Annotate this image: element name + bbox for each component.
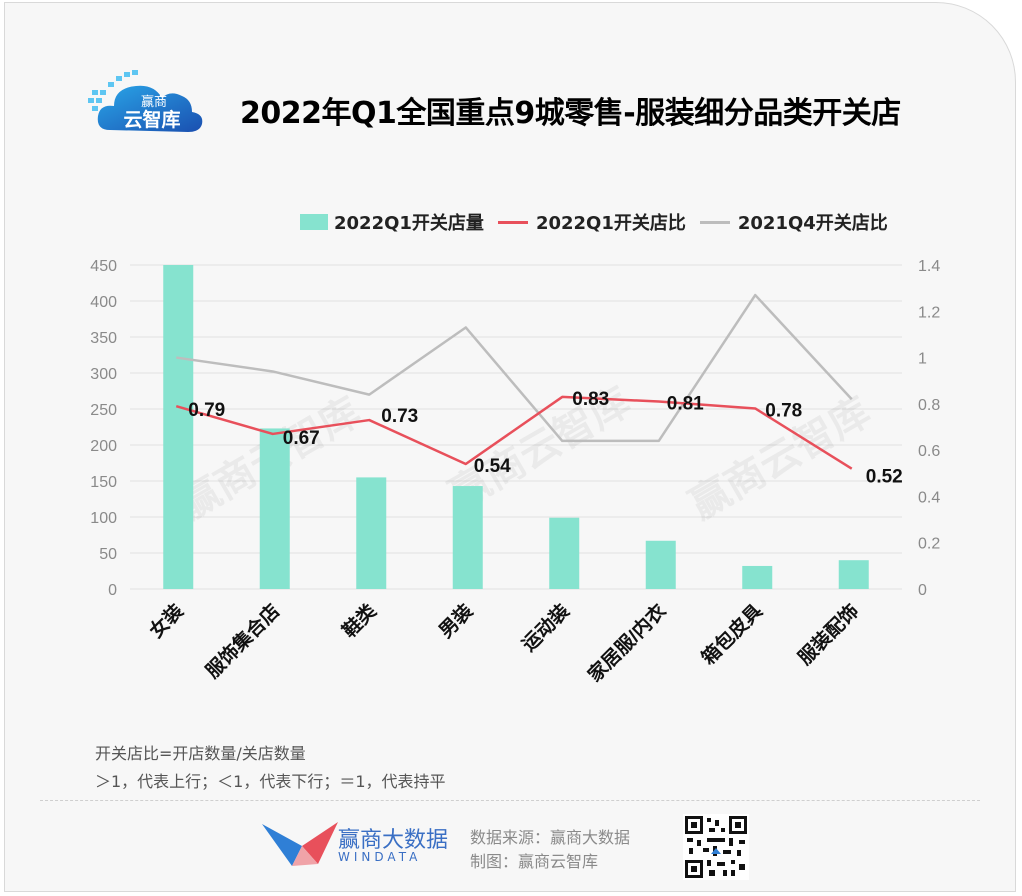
logo-text-bottom: 云智库 xyxy=(123,108,180,131)
x-category-label: 运动装 xyxy=(517,599,574,656)
y-left-tick-label: 100 xyxy=(90,510,117,527)
data-label: 0.81 xyxy=(667,394,704,415)
legend-swatch-line xyxy=(497,220,528,224)
y-left-tick-label: 0 xyxy=(108,582,117,599)
x-category-label: 男装 xyxy=(434,599,477,642)
y-right-tick-label: 0.6 xyxy=(918,443,940,460)
legend-item-2022q1-ratio: 2022Q1开关店比 xyxy=(497,209,686,235)
x-category-label: 鞋类 xyxy=(338,599,381,642)
windata-logo xyxy=(262,822,338,866)
legend-label: 2022Q1开关店比 xyxy=(535,213,686,234)
data-label: 0.83 xyxy=(572,389,609,410)
x-category-label: 箱包皮具 xyxy=(697,599,767,669)
footer-brand-cn: 赢商大数据 xyxy=(338,828,449,853)
y-right-tick-label: 0.8 xyxy=(918,397,940,414)
bar xyxy=(163,265,194,589)
bar xyxy=(838,560,869,589)
data-label: 0.54 xyxy=(474,456,511,477)
x-category-label: 服装配饰 xyxy=(793,599,863,669)
line-2021q4-ratio xyxy=(176,293,853,443)
data-source: 数据来源：赢商大数据 xyxy=(470,828,631,847)
y-right-tick-label: 0.2 xyxy=(918,536,940,553)
x-category-label: 女装 xyxy=(145,599,188,642)
legend-swatch-bar xyxy=(300,214,328,230)
bar xyxy=(645,540,676,589)
legend-swatch-line xyxy=(699,220,730,224)
y-left-tick-label: 350 xyxy=(90,330,117,347)
y-left-tick-label: 450 xyxy=(90,258,117,275)
footer-brand-en: WINDATA xyxy=(338,850,422,864)
data-label: 0.73 xyxy=(381,406,418,427)
bar xyxy=(742,565,773,589)
y-right-tick-label: 0.4 xyxy=(918,489,940,506)
x-category-label: 家居服/内衣 xyxy=(583,599,670,686)
y-left-tick-label: 300 xyxy=(90,366,117,383)
chart-legend: 2022Q1开关店量 2022Q1开关店比 2021Q4开关店比 xyxy=(300,209,902,235)
footer-divider xyxy=(40,800,980,801)
qr-code-icon xyxy=(683,814,749,880)
y-right-tick-label: 1.2 xyxy=(918,304,940,321)
y-left-tick-label: 150 xyxy=(90,474,117,491)
legend-item-2022q1-count: 2022Q1开关店量 xyxy=(300,209,484,235)
bar xyxy=(356,477,387,589)
y-left-tick-label: 50 xyxy=(99,546,117,563)
note-definition: 开关店比=开店数量/关店数量 xyxy=(95,744,306,763)
legend-label: 2022Q1开关店量 xyxy=(334,213,484,234)
logo-text-top: 赢商 xyxy=(141,94,167,109)
line-2022q1-ratio xyxy=(175,395,853,470)
y-left-tick-label: 200 xyxy=(90,438,117,455)
bar xyxy=(259,428,290,589)
data-label: 0.78 xyxy=(765,400,802,421)
y-left-tick-label: 250 xyxy=(90,402,117,419)
legend-item-2021q4-ratio: 2021Q4开关店比 xyxy=(699,209,888,235)
data-label: 0.52 xyxy=(866,467,903,488)
data-label: 0.79 xyxy=(188,400,225,421)
x-category-label: 服饰集合店 xyxy=(201,599,284,682)
y-left-tick-label: 400 xyxy=(90,294,117,311)
legend-label: 2021Q4开关店比 xyxy=(737,213,888,234)
bar xyxy=(549,517,580,589)
bar xyxy=(452,486,483,589)
y-right-tick-label: 1.4 xyxy=(918,258,940,275)
chart-title: 2022年Q1全国重点9城零售-服装细分品类开关店 xyxy=(240,96,901,131)
y-right-tick-label: 1 xyxy=(918,351,927,368)
yingshang-cloud-logo: 赢商 云智库 xyxy=(88,70,203,132)
note-explanation: ＞1，代表上行；＜1，代表下行；＝1，代表持平 xyxy=(95,772,446,791)
data-label: 0.67 xyxy=(283,428,320,449)
chart-maker: 制图：赢商云智库 xyxy=(470,852,599,871)
y-right-tick-label: 0 xyxy=(918,582,927,599)
